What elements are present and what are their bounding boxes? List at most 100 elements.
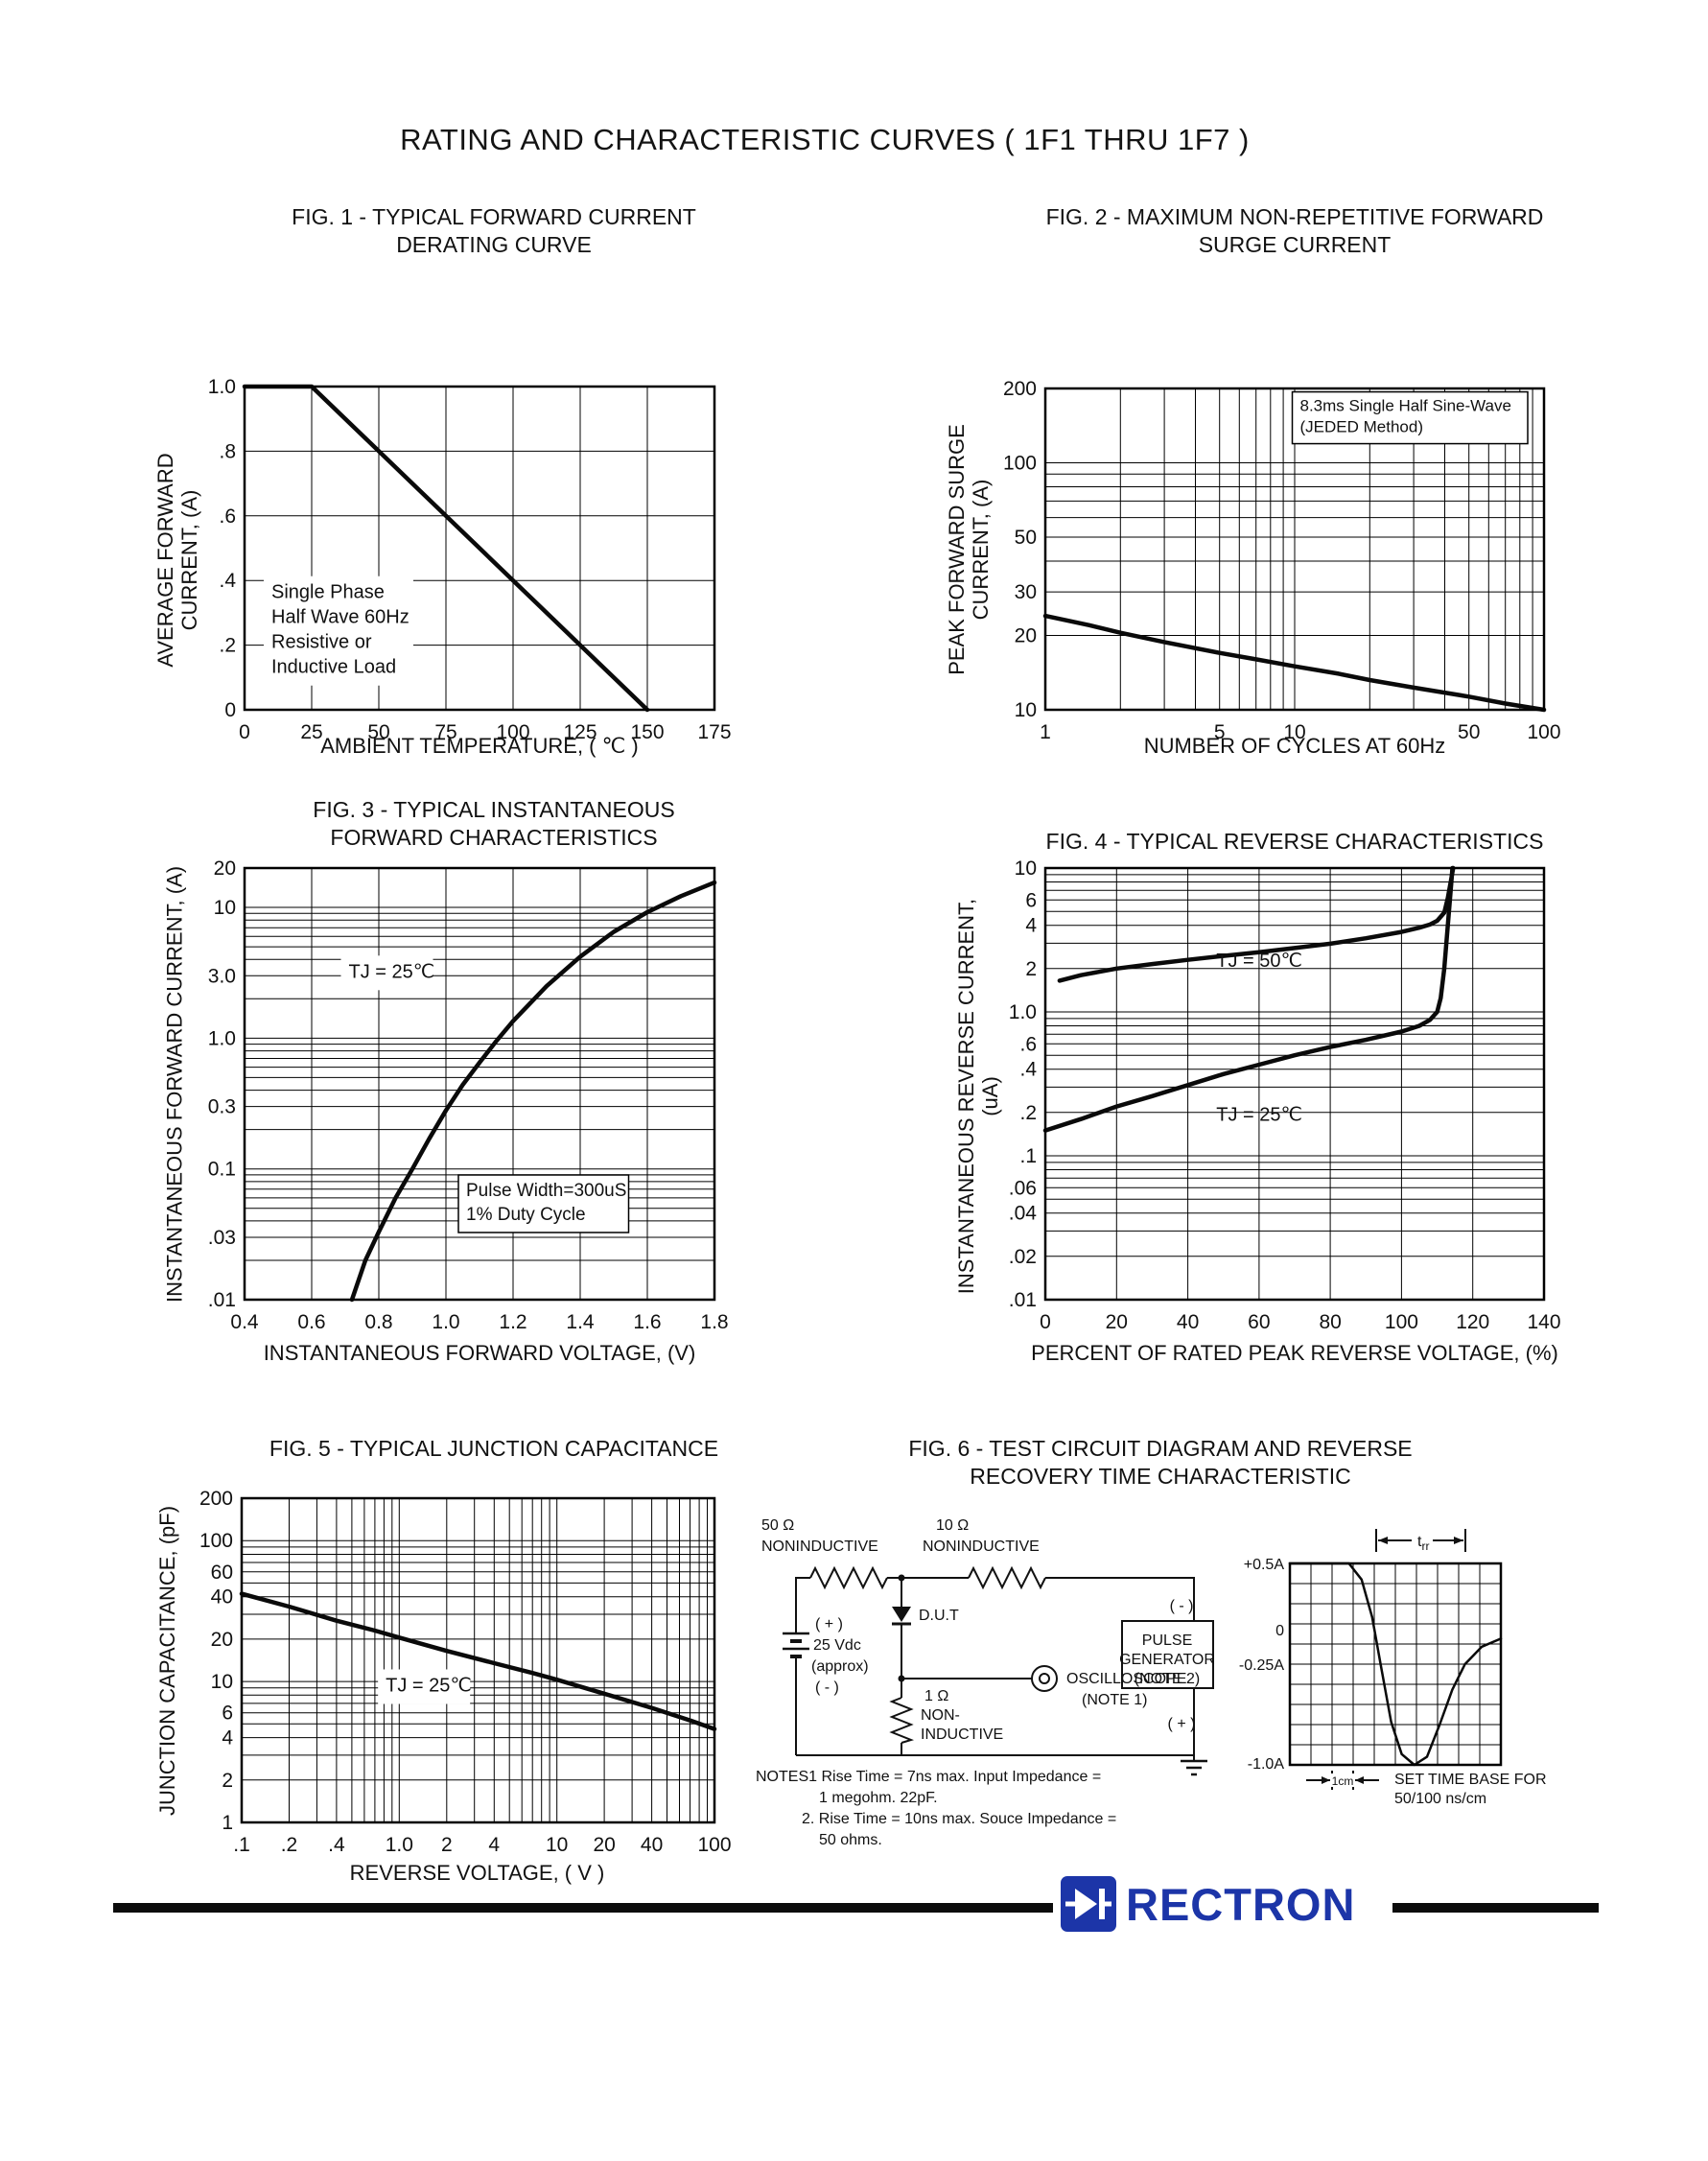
cm-label-bg [1331, 1773, 1354, 1787]
annotation-text: TJ = 25℃ [349, 961, 435, 982]
fig5-title: FIG. 5 - TYPICAL JUNCTION CAPACITANCE [269, 1436, 719, 1461]
label-pg-note: (NOTE 2) [1135, 1671, 1200, 1687]
x-tick-label: 40 [641, 1834, 663, 1856]
curve-reverse-current-tj50 [1057, 865, 1456, 983]
label-oscilloscope: OSCILLOSCOPE [1066, 1671, 1186, 1687]
fig2-surge-current-chart: 8.3ms Single Half Sine-Wave (JEDED Method… [1003, 378, 1561, 743]
annotation-box [340, 955, 433, 991]
diode-triangle [1075, 1889, 1097, 1919]
x-tick-label: 4 [488, 1834, 500, 1856]
f6-title: FIG. 6 - TEST CIRCUIT DIAGRAM AND REVERS… [908, 1436, 1413, 1489]
label-battery-voltage: 25 Vdc [813, 1637, 861, 1654]
oscilloscope-symbol [1031, 1665, 1058, 1692]
x-tick-label: 0.6 [297, 1311, 325, 1333]
resistor-50ohm-symbol [809, 1565, 888, 1590]
fig1-derating-chart: Single Phase Half Wave 60Hz Resistive or In… [208, 376, 732, 743]
y-tick-label: .2 [219, 635, 236, 657]
fig6-recovery-waveform-scope: +0.5A 0 -0.25A -1.0A trr 1cm SET TIME BA… [1239, 1529, 1547, 1807]
x-tick-label: 1.6 [633, 1311, 661, 1333]
trr-arrowhead-left [1378, 1537, 1388, 1544]
x-tick-label: 5 [1214, 721, 1226, 743]
page-title: RATING AND CHARACTERISTIC CURVES ( 1F1 T… [400, 123, 1250, 156]
y-tick-label: 2 [1025, 958, 1037, 980]
x-tick-label: 100 [697, 1834, 731, 1856]
x-tick-label: 1.0 [432, 1311, 459, 1333]
plot-border [1043, 866, 1546, 1302]
x-tick-label: .1 [233, 1834, 250, 1856]
label-r50-value: 50 Ω [761, 1517, 794, 1534]
diode-triangle [892, 1607, 911, 1622]
y-tick-label: .8 [219, 440, 236, 462]
curve-junction-capacitance [239, 1591, 717, 1731]
fig6-notes: NOTES1 Rise Time = 7ns max. Input Impeda… [756, 1767, 1178, 1851]
y-tick-label: 10 [214, 897, 236, 919]
annotation-box [264, 575, 413, 686]
y-tick-label: .6 [1019, 1033, 1037, 1055]
footer-rule-right [1392, 1903, 1599, 1913]
y-tick-label: 100 [199, 1530, 233, 1552]
label-battery-minus: ( - ) [815, 1679, 839, 1696]
y-tick-label: 6 [1025, 889, 1037, 911]
note-line-3: 2. Rise Time = 10ns max. Souce Impedance… [802, 1811, 1117, 1827]
plot-border [243, 385, 716, 712]
y-tick-label: 10 [1015, 699, 1037, 721]
x-tick-label: 80 [1319, 1311, 1341, 1333]
x-tick-label: 0.8 [364, 1311, 392, 1333]
y-tick-label: .4 [219, 570, 236, 592]
label-minus-025a: -0.25A [1239, 1657, 1284, 1674]
x-tick-label: 1 [1040, 721, 1051, 743]
note-line-1: NOTES1 Rise Time = 7ns max. Input Impeda… [756, 1769, 1102, 1785]
y-tick-label: 20 [1015, 624, 1037, 646]
annotation-box [378, 1669, 471, 1704]
y-tick-label: 6 [222, 1703, 233, 1725]
x-tick-label: .2 [281, 1834, 298, 1856]
label-dut: D.U.T [919, 1608, 959, 1624]
fig3-x-axis-label: INSTANTANEOUS FORWARD VOLTAGE, (V) [263, 1341, 696, 1365]
x-tick-label: 1.0 [386, 1834, 413, 1856]
label-pulse: PULSE [1142, 1632, 1192, 1649]
plot-border [240, 1496, 716, 1824]
annotation-text: Inductive Load [271, 657, 396, 678]
fig4-title: FIG. 4 - TYPICAL REVERSE CHARACTERISTICS [1045, 829, 1544, 854]
x-tick-label: 10 [1283, 721, 1305, 743]
x-tick-label: 0 [239, 721, 250, 743]
label-battery-plus: ( + ) [815, 1616, 843, 1632]
y-tick-label: 60 [211, 1562, 233, 1584]
x-tick-label: 100 [1385, 1311, 1418, 1333]
annotation-text: TJ = 50℃ [1216, 951, 1302, 972]
y-tick-label: .03 [208, 1227, 236, 1249]
x-tick-label: 50 [367, 721, 389, 743]
x-tick-label: 140 [1527, 1311, 1560, 1333]
y-tick-label: 30 [1015, 581, 1037, 603]
label-pg-plus: ( + ) [1168, 1716, 1196, 1732]
x-tick-label: 100 [496, 721, 529, 743]
annotation-text: 1% Duty Cycle [466, 1205, 586, 1225]
label-minus-10a: -1.0A [1248, 1756, 1285, 1773]
cm-arrowhead-left [1322, 1776, 1330, 1784]
circuit-wires [795, 1565, 1195, 1761]
note-line-4: 50 ohms. [819, 1832, 882, 1848]
trr-arrowhead-right [1454, 1537, 1463, 1544]
x-tick-label: 20 [1106, 1311, 1128, 1333]
label-plus-05a: +0.5A [1244, 1557, 1285, 1573]
y-tick-label: 20 [214, 857, 236, 880]
junction-dots [898, 1574, 905, 1682]
y-tick-label: .4 [1019, 1059, 1037, 1081]
y-tick-label: 1 [222, 1812, 233, 1834]
x-tick-label: 175 [697, 721, 731, 743]
y-tick-label: .1 [1019, 1145, 1037, 1167]
label-timebase-1: SET TIME BASE FOR [1394, 1772, 1547, 1788]
x-tick-label: 100 [1527, 721, 1560, 743]
annotation-text: Single Phase [271, 582, 385, 603]
annotation-box [1291, 390, 1529, 445]
y-tick-label: .6 [219, 505, 236, 528]
annotation-text: Half Wave 60Hz [271, 607, 409, 628]
y-tick-label: 0.3 [208, 1096, 236, 1118]
annotation-text: 8.3ms Single Half Sine-Wave [1300, 397, 1511, 415]
fig6-test-circuit-diagram: 50 Ω NONINDUCTIVE 10 Ω NONINDUCTIVE ( + … [761, 1517, 1215, 1776]
y-tick-label: 10 [1015, 857, 1037, 880]
fig3-title: FIG. 3 - TYPICAL INSTANTANEOUS FORWARD C… [313, 797, 675, 850]
x-tick-label: 60 [1248, 1311, 1270, 1333]
fig5-x-axis-label: REVERSE VOLTAGE, ( V ) [349, 1861, 605, 1885]
x-tick-label: 1.8 [700, 1311, 728, 1333]
